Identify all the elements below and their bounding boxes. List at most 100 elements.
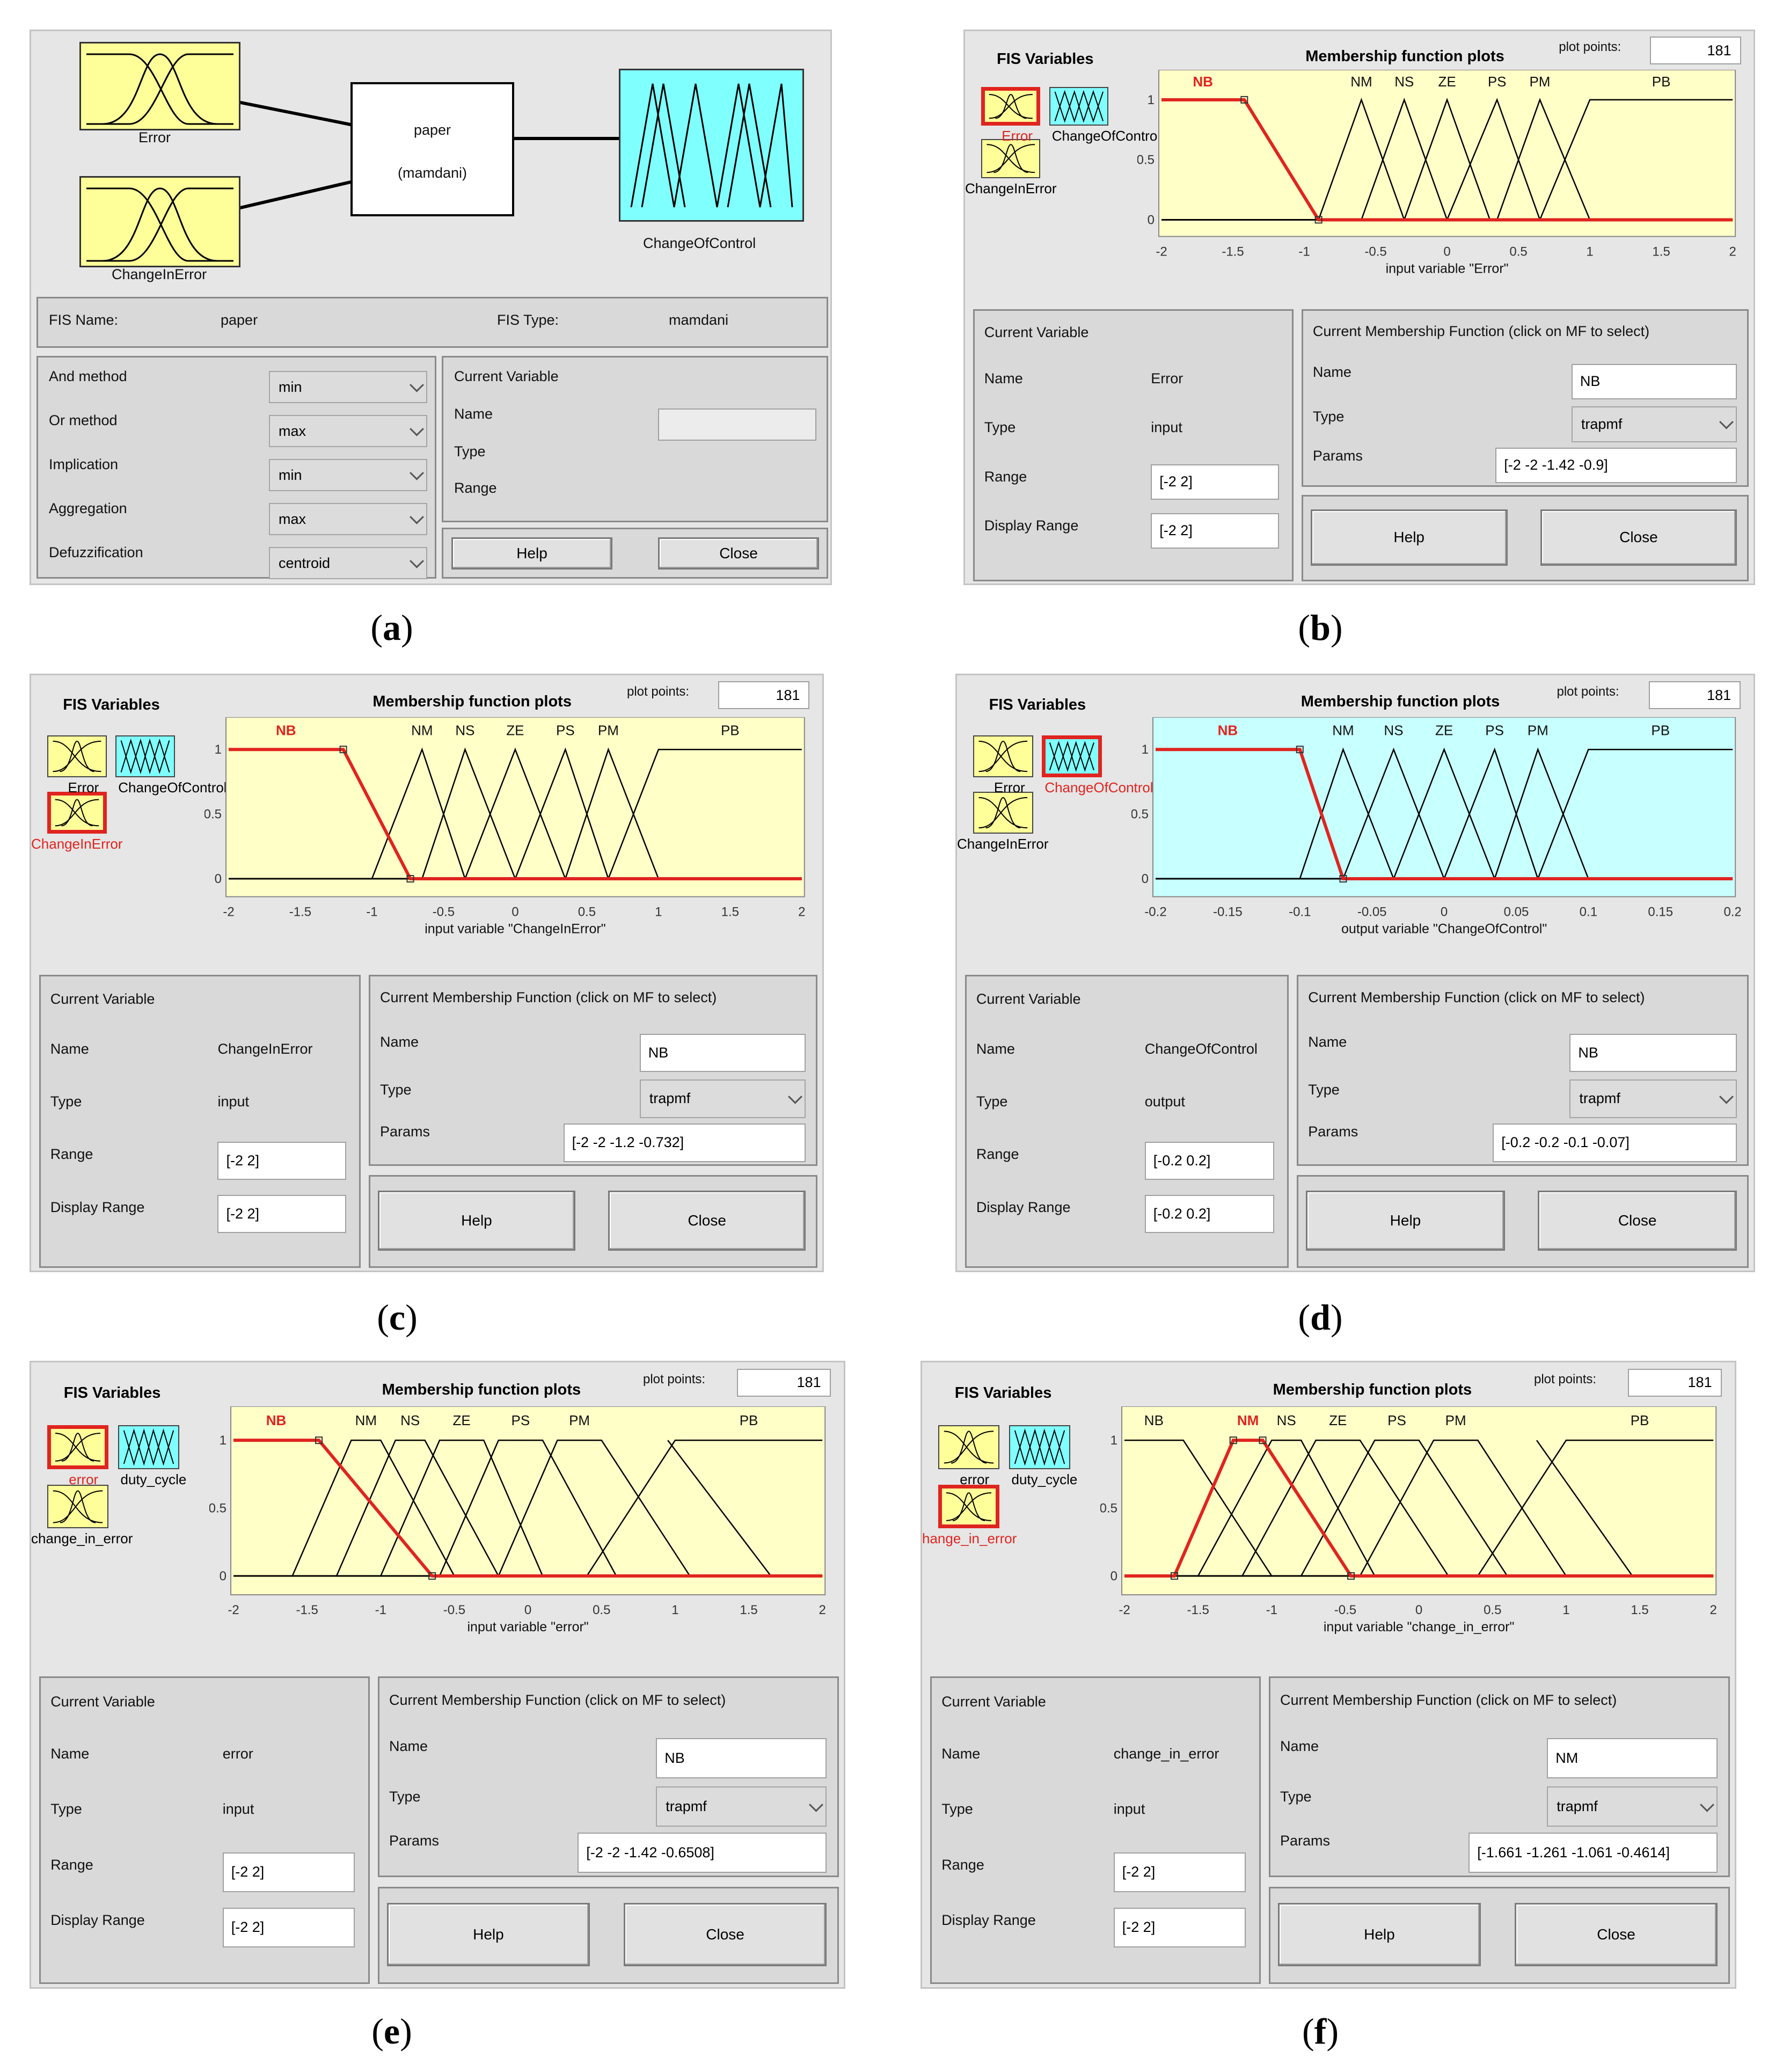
- mf-curve[interactable]: [1361, 98, 1448, 221]
- mf-type-select[interactable]: trapmf: [639, 1079, 806, 1118]
- close-button[interactable]: Close: [1538, 1190, 1737, 1251]
- membership-plot[interactable]: 0 0.5 1 -2 -1.5 -1 -0.5 0 0.5 1 1.5 2 input variable…: [1100, 1406, 1721, 1648]
- system-block[interactable]: paper (mamdani): [350, 82, 514, 216]
- membership-plot[interactable]: 0 0.5 1 -2 -1.5 -1 -0.5 0 0.5 1 1.5 2 input variable…: [209, 1406, 830, 1648]
- mf-curve-selected[interactable]: [1156, 748, 1733, 881]
- mf-params-field[interactable]: [-1.661 -1.261 -1.061 -0.4614]: [1469, 1833, 1718, 1873]
- mf-curve[interactable]: [607, 749, 802, 879]
- mf-type-select[interactable]: trapmf: [1547, 1786, 1718, 1827]
- input-variable-icon[interactable]: [973, 791, 1033, 834]
- mf-type-select[interactable]: trapmf: [656, 1786, 827, 1827]
- mf-curve[interactable]: [380, 1439, 544, 1577]
- mf-curve[interactable]: [1404, 98, 1491, 221]
- input-variable-icon[interactable]: [938, 1484, 1000, 1529]
- mf-curve[interactable]: [1342, 747, 1445, 879]
- mf-vertex-handle[interactable]: [315, 1436, 323, 1444]
- mf-vertex-handle[interactable]: [1339, 875, 1347, 883]
- mf-curve[interactable]: [586, 1439, 823, 1577]
- mf-curve[interactable]: [336, 1439, 500, 1577]
- output-variable-icon[interactable]: [118, 1425, 179, 1469]
- range-field[interactable]: [-0.2 0.2]: [1144, 1142, 1275, 1180]
- mf-curve[interactable]: [1241, 1439, 1449, 1577]
- input-variable-icon[interactable]: [47, 735, 107, 777]
- range-field[interactable]: [-2 2]: [217, 1142, 347, 1180]
- mf-curve[interactable]: [439, 1439, 617, 1577]
- mf-vertex-handle[interactable]: [406, 875, 414, 883]
- method-select[interactable]: centroid: [269, 547, 427, 579]
- mf-curve[interactable]: [1393, 747, 1495, 879]
- input-error-block[interactable]: [79, 42, 240, 130]
- mf-type-select[interactable]: trapmf: [1571, 406, 1737, 442]
- mf-curve[interactable]: [1446, 98, 1541, 221]
- mf-curve[interactable]: [1477, 1439, 1714, 1577]
- plot-points-field[interactable]: 181: [1649, 37, 1741, 65]
- mf-curve-selected[interactable]: [1161, 98, 1733, 222]
- mf-curve[interactable]: [421, 747, 516, 879]
- plot-points-field[interactable]: 181: [736, 1368, 831, 1397]
- display-range-field[interactable]: [-2 2]: [217, 1194, 347, 1233]
- output-variable-icon[interactable]: [1042, 735, 1102, 777]
- input-variable-icon[interactable]: [47, 1425, 109, 1469]
- mf-curve[interactable]: [464, 747, 566, 879]
- mf-vertex-handle[interactable]: [339, 746, 347, 754]
- mf-params-field[interactable]: [-2 -2 -1.42 -0.9]: [1495, 447, 1737, 483]
- method-select[interactable]: min: [269, 459, 427, 491]
- mf-name-field[interactable]: NB: [1569, 1033, 1737, 1072]
- output-variable-icon[interactable]: [1049, 86, 1109, 126]
- input-changeinerror-block[interactable]: [79, 176, 240, 267]
- help-button[interactable]: Help: [451, 537, 612, 570]
- plot-points-field[interactable]: 181: [718, 681, 810, 710]
- help-button[interactable]: Help: [1306, 1190, 1505, 1251]
- membership-plot[interactable]: 0 0.5 1 -2 -1.5 -1 -0.5 0 0.5 1 1.5 2 input variable…: [1137, 70, 1741, 290]
- mf-curve[interactable]: [1539, 99, 1733, 221]
- output-block[interactable]: [619, 69, 804, 222]
- mf-name-field[interactable]: NM: [1547, 1738, 1718, 1779]
- mf-curve[interactable]: [1301, 1439, 1508, 1577]
- input-variable-icon[interactable]: [973, 735, 1033, 777]
- mf-curve[interactable]: [1496, 98, 1591, 221]
- range-field[interactable]: [-2 2]: [1151, 464, 1280, 500]
- close-button[interactable]: Close: [608, 1190, 806, 1251]
- mf-curve[interactable]: [564, 747, 659, 879]
- mf-params-field[interactable]: [-2 -2 -1.42 -0.6508]: [578, 1833, 827, 1873]
- mf-name-field[interactable]: NB: [639, 1033, 806, 1072]
- help-button[interactable]: Help: [1278, 1903, 1481, 1966]
- mf-vertex-handle[interactable]: [1347, 1572, 1355, 1580]
- method-select[interactable]: min: [269, 371, 427, 403]
- mf-curve[interactable]: [291, 1439, 455, 1577]
- membership-plot[interactable]: 0 0.5 1 -2 -1.5 -1 -0.5 0 0.5 1 1.5 2 input variable…: [204, 717, 810, 951]
- mf-curve[interactable]: [667, 1440, 772, 1577]
- plot-points-field[interactable]: 181: [1627, 1368, 1722, 1397]
- input-variable-icon[interactable]: [47, 791, 107, 834]
- mf-curve-selected[interactable]: [1124, 1439, 1714, 1578]
- range-field[interactable]: [-2 2]: [1113, 1852, 1246, 1893]
- mf-curve[interactable]: [1124, 1439, 1273, 1577]
- mf-curve[interactable]: [1537, 749, 1733, 879]
- mf-curve[interactable]: [514, 747, 609, 879]
- display-range-field[interactable]: [-2 2]: [1113, 1907, 1246, 1948]
- input-variable-icon[interactable]: [981, 139, 1041, 178]
- mf-curve[interactable]: [1536, 1440, 1633, 1577]
- mf-vertex-handle[interactable]: [1230, 1436, 1238, 1444]
- mf-curve[interactable]: [1494, 747, 1589, 879]
- input-variable-icon[interactable]: [47, 1484, 109, 1529]
- output-variable-icon[interactable]: [1009, 1425, 1070, 1469]
- mf-name-field[interactable]: NB: [656, 1738, 827, 1779]
- display-range-field[interactable]: [-2 2]: [222, 1907, 355, 1948]
- input-variable-icon[interactable]: [981, 86, 1041, 126]
- mf-curve[interactable]: [1318, 98, 1405, 221]
- input-variable-icon[interactable]: [938, 1425, 1000, 1469]
- mf-name-field[interactable]: NB: [1571, 363, 1737, 400]
- close-button[interactable]: Close: [1540, 509, 1737, 566]
- close-button[interactable]: Close: [658, 537, 819, 570]
- mf-vertex-handle[interactable]: [1296, 746, 1304, 754]
- help-button[interactable]: Help: [378, 1190, 575, 1251]
- mf-curve[interactable]: [1443, 747, 1539, 879]
- mf-vertex-handle[interactable]: [1171, 1572, 1179, 1580]
- mf-params-field[interactable]: [-2 -2 -1.2 -0.732]: [563, 1123, 806, 1162]
- mf-vertex-handle[interactable]: [1315, 216, 1323, 224]
- method-select[interactable]: max: [269, 415, 427, 447]
- help-button[interactable]: Help: [387, 1903, 590, 1966]
- mf-curve[interactable]: [498, 1439, 691, 1577]
- mf-vertex-handle[interactable]: [1259, 1436, 1267, 1444]
